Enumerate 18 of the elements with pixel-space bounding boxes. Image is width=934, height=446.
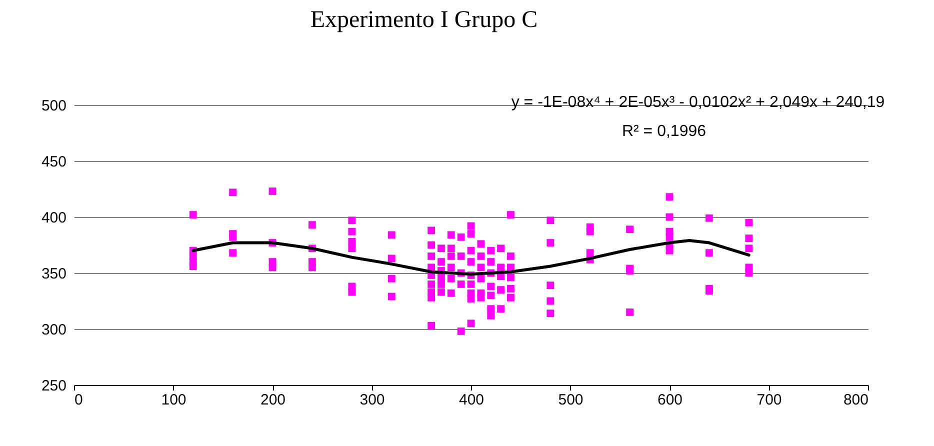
x-tick-label: 700 bbox=[756, 392, 782, 408]
x-tick-label: 800 bbox=[843, 392, 868, 408]
y-tick-label: 500 bbox=[41, 98, 66, 114]
annotation: y = -1E-08x⁴ + 2E-05x³ - 0,0102x² + 2,049x + 240,19 bbox=[511, 94, 885, 111]
x-tick-label: 200 bbox=[260, 392, 286, 408]
x-tick-label: 600 bbox=[657, 392, 683, 408]
x-tick-label: 300 bbox=[360, 392, 385, 408]
chart-title: Experimento I Grupo C bbox=[310, 7, 538, 33]
x-tick-label: 0 bbox=[74, 392, 83, 408]
y-tick-label: 400 bbox=[41, 210, 66, 226]
x-tick-label: 500 bbox=[558, 392, 584, 408]
y-tick-label: 450 bbox=[41, 154, 66, 170]
y-tick-label: 350 bbox=[41, 266, 66, 282]
annotation: R² = 0,1996 bbox=[622, 123, 706, 140]
x-tick-label: 100 bbox=[161, 392, 186, 408]
y-tick-label: 250 bbox=[41, 378, 66, 394]
x-tick-label: 400 bbox=[458, 392, 484, 408]
y-tick-label: 300 bbox=[41, 322, 66, 338]
